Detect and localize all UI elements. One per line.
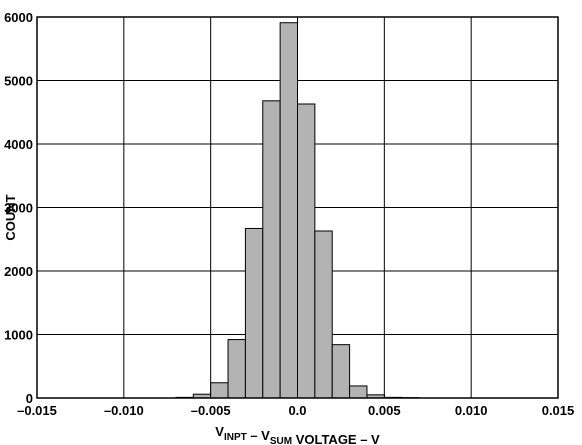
x-tick-label: 0.015 (542, 403, 575, 418)
histogram-bar (331, 344, 351, 399)
x-axis-title-subscript: SUM (270, 436, 292, 445)
x-tick-label: –0.015 (17, 403, 57, 418)
x-axis-title-part: VOLTAGE – V (292, 432, 380, 445)
histogram-bar (262, 100, 281, 399)
x-axis-title-part: V (215, 424, 224, 439)
histogram-bar (279, 22, 298, 399)
bar-layer (175, 22, 420, 399)
histogram-bar (244, 227, 264, 399)
histogram-bar (297, 103, 316, 399)
x-tick-labels: –0.015 –0.010 –0.005 0.0 0.005 0.010 0.015 (17, 403, 574, 418)
x-axis-title-subscript: INPT (224, 432, 247, 443)
y-tick-label: 6000 (4, 10, 33, 25)
x-tick-label: –0.005 (191, 403, 231, 418)
histogram-bar (314, 230, 333, 399)
y-tick-label: 2000 (4, 264, 33, 279)
y-tick-label: 4000 (4, 137, 33, 152)
histogram-bar (227, 339, 246, 399)
x-tick-label: 0.0 (288, 403, 306, 418)
x-tick-label: 0.005 (368, 403, 401, 418)
y-axis-title: COUNT (3, 194, 18, 240)
y-tick-label: 1000 (4, 328, 33, 343)
y-tick-labels: 0 1000 2000 3000 4000 5000 6000 (4, 10, 33, 406)
plot-frame (36, 16, 559, 399)
histogram-bar (349, 385, 368, 399)
y-tick-label: 0 (26, 391, 33, 406)
x-tick-label: 0.010 (455, 403, 488, 418)
histogram-bar (210, 382, 229, 399)
y-tick-label: 3000 (4, 201, 33, 216)
x-axis-title-part: – V (247, 428, 270, 443)
x-axis-title: VINPT – VSUM VOLTAGE – V (215, 424, 380, 445)
y-tick-label: 5000 (4, 74, 33, 89)
x-tick-label: –0.010 (104, 403, 144, 418)
